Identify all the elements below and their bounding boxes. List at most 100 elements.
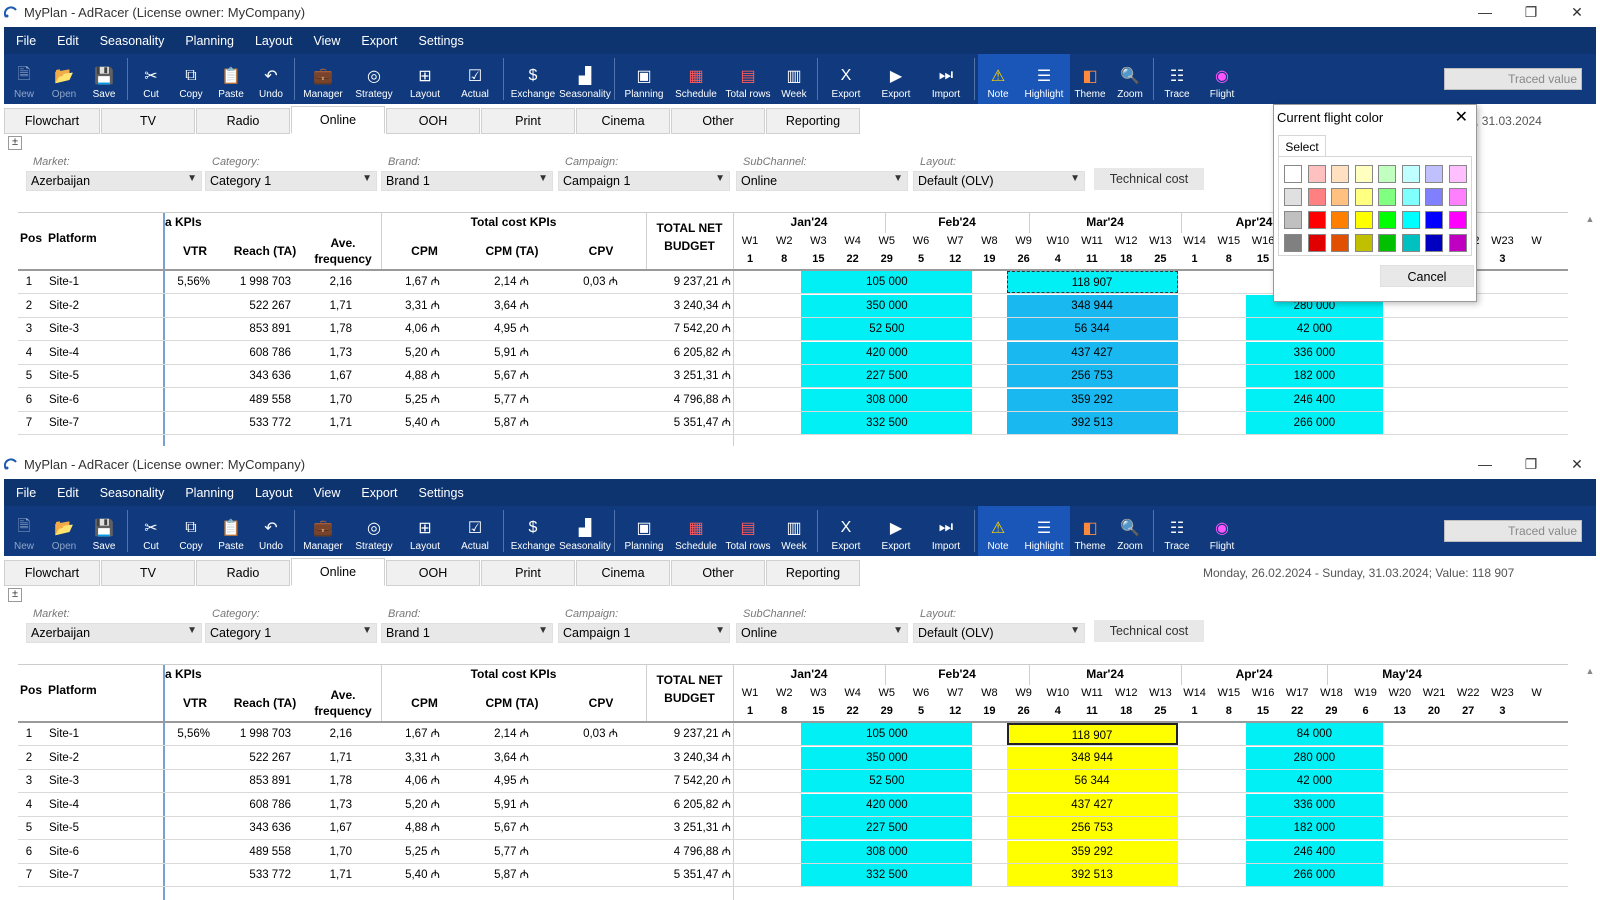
toolbar-layout-button[interactable]: ⊞ Layout <box>400 506 450 556</box>
toolbar-note-button[interactable]: ⚠ Note <box>978 506 1018 556</box>
table-row[interactable]: 7 Site-7 533 772 1,71 5,40 ₼ 5,87 ₼ 5 351,47 ₼… <box>18 864 1568 887</box>
color-swatch[interactable] <box>1425 165 1443 183</box>
table-row[interactable]: 5 Site-5 343 636 1,67 4,88 ₼ 5,67 ₼ 3 251,31 ₼… <box>18 817 1568 840</box>
color-swatch[interactable] <box>1401 211 1420 229</box>
color-swatch[interactable] <box>1354 188 1373 206</box>
color-swatch[interactable] <box>1448 211 1467 229</box>
flight-block-jan[interactable]: 227 500 <box>801 817 973 839</box>
color-swatch[interactable] <box>1284 211 1302 229</box>
toolbar-exchange-button[interactable]: $ Exchange <box>507 506 559 556</box>
table-row[interactable]: 4 Site-4 608 786 1,73 5,20 ₼ 5,91 ₼ 6 205,82 ₼… <box>18 793 1568 817</box>
toolbar-copy-button[interactable]: ⧉ Copy <box>171 54 211 104</box>
toolbar-schedule-button[interactable]: ▦ Schedule <box>670 54 722 104</box>
minimize-button[interactable]: — <box>1478 4 1492 20</box>
toolbar-export-button[interactable]: ▶ Export <box>871 54 921 104</box>
minimize-button[interactable]: — <box>1478 456 1492 472</box>
filter-dropdown[interactable]: Azerbaijan ▼ <box>26 171 202 191</box>
vertical-scrollbar[interactable]: ▲ <box>1580 214 1600 446</box>
toolbar-save-button[interactable]: 💾 Save <box>84 54 124 104</box>
color-swatch[interactable] <box>1331 188 1349 206</box>
color-swatch[interactable] <box>1331 234 1349 252</box>
toolbar-flight-button[interactable]: ◉ Flight <box>1197 506 1247 556</box>
toolbar-highlight-button[interactable]: ☰ Highlight <box>1018 54 1070 104</box>
tab-ooh[interactable]: OOH <box>386 108 480 134</box>
filter-dropdown[interactable]: Default (OLV) ▼ <box>913 171 1085 191</box>
toolbar-copy-button[interactable]: ⧉ Copy <box>171 506 211 556</box>
toolbar-exchange-button[interactable]: $ Exchange <box>507 54 559 104</box>
toolbar-week-button[interactable]: ▥ Week <box>774 506 814 556</box>
filter-dropdown[interactable]: Azerbaijan ▼ <box>26 623 202 643</box>
flight-block-mar[interactable]: 118 907 <box>1006 271 1178 293</box>
tab-online[interactable]: Online <box>291 558 385 586</box>
dialog-close-icon[interactable]: ✕ <box>1454 109 1468 126</box>
flight-block-mar[interactable]: 359 292 <box>1006 840 1178 863</box>
flight-block-apr[interactable]: 182 000 <box>1246 365 1383 387</box>
color-swatch[interactable] <box>1401 234 1420 252</box>
menu-seasonality[interactable]: Seasonality <box>99 33 165 48</box>
menu-layout[interactable]: Layout <box>254 33 293 48</box>
flight-block-jan[interactable]: 332 500 <box>801 412 973 434</box>
table-row[interactable]: 5 Site-5 343 636 1,67 4,88 ₼ 5,67 ₼ 3 251,31 ₼… <box>18 365 1568 388</box>
tab-other[interactable]: Other <box>671 108 765 134</box>
color-swatch[interactable] <box>1378 211 1396 229</box>
flight-block-jan[interactable]: 52 500 <box>801 318 973 340</box>
toolbar-import-button[interactable]: ⏭ Import <box>921 54 971 104</box>
flight-block-jan[interactable]: 332 500 <box>801 864 973 886</box>
flight-block-jan[interactable]: 420 000 <box>801 793 973 816</box>
flight-block-jan[interactable]: 420 000 <box>801 341 973 364</box>
menu-seasonality[interactable]: Seasonality <box>99 485 165 500</box>
traced-value-field[interactable]: Traced value <box>1444 520 1582 542</box>
filter-dropdown[interactable]: Brand 1 ▼ <box>381 171 553 191</box>
filter-dropdown[interactable]: Category 1 ▼ <box>205 171 377 191</box>
toolbar-flight-button[interactable]: ◉ Flight <box>1197 54 1247 104</box>
flight-block-jan[interactable]: 308 000 <box>801 840 973 863</box>
flight-block-apr[interactable]: 266 000 <box>1246 864 1383 886</box>
toolbar-cut-button[interactable]: ✂ Cut <box>131 506 171 556</box>
flight-block-jan[interactable]: 52 500 <box>801 770 973 792</box>
flight-block-apr[interactable]: 246 400 <box>1246 840 1383 863</box>
filter-dropdown[interactable]: Campaign 1 ▼ <box>558 623 730 643</box>
color-swatch[interactable] <box>1401 188 1420 206</box>
toolbar-total-rows-button[interactable]: ▤ Total rows <box>722 506 774 556</box>
flight-block-apr[interactable]: 246 400 <box>1246 388 1383 411</box>
color-swatch[interactable] <box>1307 211 1326 229</box>
flight-block-apr[interactable]: 42 000 <box>1246 318 1383 340</box>
toolbar-theme-button[interactable]: ◧ Theme <box>1070 506 1110 556</box>
cancel-button[interactable]: Cancel <box>1380 265 1474 287</box>
toolbar-actual-button[interactable]: ☑ Actual <box>450 54 500 104</box>
tab-flowchart[interactable]: Flowchart <box>4 560 100 586</box>
flight-block-mar[interactable]: 56 344 <box>1006 770 1178 792</box>
toolbar-strategy-button[interactable]: ◎ Strategy <box>348 506 400 556</box>
toolbar-zoom-button[interactable]: 🔍 Zoom <box>1110 54 1150 104</box>
close-button[interactable]: ✕ <box>1571 456 1583 472</box>
color-swatch[interactable] <box>1284 188 1302 206</box>
menu-edit[interactable]: Edit <box>57 33 79 48</box>
filter-dropdown[interactable]: Default (OLV) ▼ <box>913 623 1085 643</box>
toolbar-new-button[interactable]: 🗎 New <box>4 506 44 556</box>
maximize-button[interactable]: ❐ <box>1524 456 1538 472</box>
color-swatch[interactable] <box>1307 165 1326 183</box>
tab-print[interactable]: Print <box>481 560 575 586</box>
color-swatch[interactable] <box>1331 165 1349 183</box>
tab-ooh[interactable]: OOH <box>386 560 480 586</box>
menu-edit[interactable]: Edit <box>57 485 79 500</box>
toolbar-cut-button[interactable]: ✂ Cut <box>131 54 171 104</box>
toolbar-paste-button[interactable]: 📋 Paste <box>211 506 251 556</box>
toolbar-trace-button[interactable]: ☷ Trace <box>1157 54 1197 104</box>
color-swatch[interactable] <box>1448 188 1467 206</box>
flight-block-jan[interactable]: 105 000 <box>801 271 973 293</box>
toolbar-actual-button[interactable]: ☑ Actual <box>450 506 500 556</box>
color-swatch[interactable] <box>1448 165 1467 183</box>
color-swatch[interactable] <box>1448 234 1467 252</box>
flight-block-mar[interactable]: 118 907 <box>1006 723 1178 745</box>
flight-block-apr[interactable]: 336 000 <box>1246 341 1383 364</box>
toolbar-export-button[interactable]: ▶ Export <box>871 506 921 556</box>
tab-tv[interactable]: TV <box>101 108 195 134</box>
color-swatch[interactable] <box>1425 234 1443 252</box>
table-row[interactable]: 2 Site-2 522 267 1,71 3,31 ₼ 3,64 ₼ 3 240,34 ₼… <box>18 746 1568 770</box>
table-row[interactable]: 4 Site-4 608 786 1,73 5,20 ₼ 5,91 ₼ 6 205,82 ₼… <box>18 341 1568 365</box>
menu-planning[interactable]: Planning <box>185 33 234 48</box>
table-row[interactable]: 6 Site-6 489 558 1,70 5,25 ₼ 5,77 ₼ 4 796,88 ₼… <box>18 388 1568 412</box>
maximize-button[interactable]: ❐ <box>1524 4 1538 20</box>
color-swatch[interactable] <box>1307 234 1326 252</box>
